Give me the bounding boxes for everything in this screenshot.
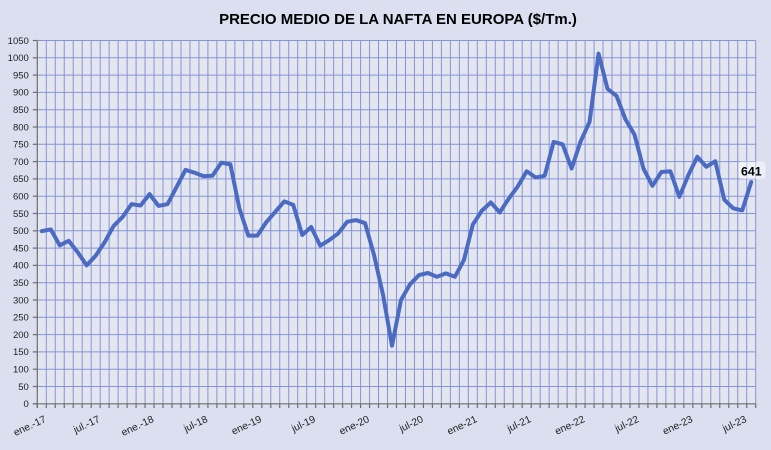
svg-text:450: 450	[13, 243, 29, 254]
svg-text:800: 800	[13, 122, 29, 133]
svg-text:700: 700	[13, 157, 29, 168]
svg-text:650: 650	[13, 174, 29, 185]
svg-text:850: 850	[13, 105, 29, 116]
svg-text:300: 300	[13, 295, 29, 306]
svg-text:600: 600	[13, 192, 29, 203]
svg-text:350: 350	[13, 278, 29, 289]
svg-text:1000: 1000	[8, 53, 29, 64]
svg-text:550: 550	[13, 209, 29, 220]
svg-text:250: 250	[13, 313, 29, 324]
svg-text:1050: 1050	[8, 36, 29, 47]
svg-text:PRECIO MEDIO DE LA NAFTA EN EU: PRECIO MEDIO DE LA NAFTA EN EUROPA ($/Tm…	[219, 11, 577, 28]
svg-text:900: 900	[13, 88, 29, 99]
svg-text:400: 400	[13, 261, 29, 272]
svg-text:100: 100	[13, 365, 29, 376]
svg-text:750: 750	[13, 140, 29, 151]
svg-text:50: 50	[18, 382, 29, 393]
svg-text:641: 641	[741, 165, 762, 179]
svg-text:500: 500	[13, 226, 29, 237]
svg-text:0: 0	[24, 399, 29, 410]
svg-text:150: 150	[13, 347, 29, 358]
svg-text:950: 950	[13, 70, 29, 81]
svg-text:200: 200	[13, 330, 29, 341]
